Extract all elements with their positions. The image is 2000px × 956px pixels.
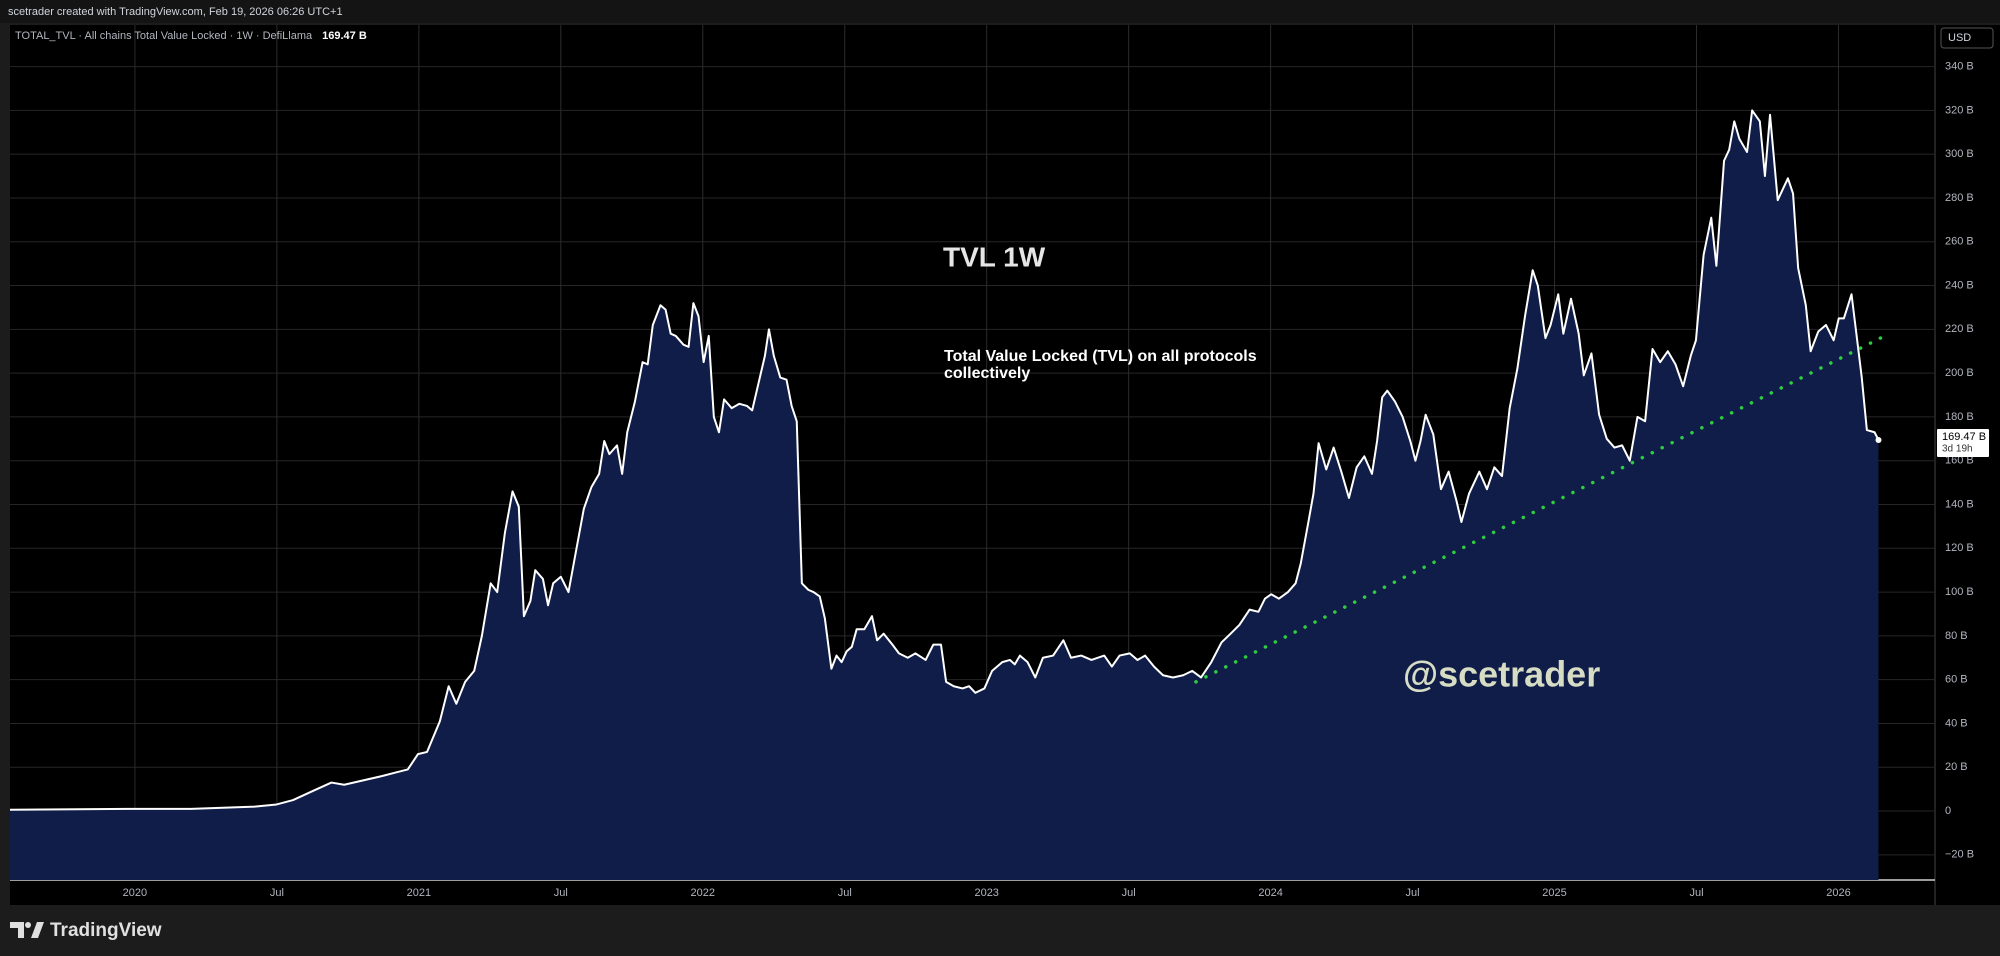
y-tick-label: 20 B	[1945, 761, 1968, 773]
brand-logo-dot[interactable]	[25, 922, 31, 928]
y-tick-label: 160 B	[1945, 455, 1974, 467]
last-value-badge	[1937, 428, 1989, 457]
y-tick-label: 40 B	[1945, 717, 1968, 729]
x-tick-label: Jul	[1689, 887, 1703, 899]
chart-subtitle: Total Value Locked (TVL) on all protocol…	[944, 348, 1257, 382]
x-tick-label: Jul	[554, 887, 568, 899]
currency[interactable]: USD	[1948, 32, 1971, 44]
y-tick-label: 340 B	[1945, 61, 1974, 73]
x-tick-label: 2023	[974, 887, 998, 899]
footer-bar	[0, 905, 2000, 956]
x-tick-label: 2021	[407, 887, 431, 899]
x-tick-label: 2026	[1826, 887, 1850, 899]
y-tick-label: 80 B	[1945, 630, 1968, 642]
trendline	[1194, 334, 1887, 684]
y-tick-label: 120 B	[1945, 542, 1974, 554]
x-tick-label: Jul	[838, 887, 852, 899]
last-point	[1875, 436, 1882, 443]
y-tick-label: 300 B	[1945, 148, 1974, 160]
x-tick-label: Jul	[270, 887, 284, 899]
x-tick-label: Jul	[1406, 887, 1420, 899]
x-tick-label: 2024	[1258, 887, 1282, 899]
x-tick-label: 2022	[691, 887, 715, 899]
y-tick-label: 140 B	[1945, 498, 1974, 510]
y-tick-label: 320 B	[1945, 104, 1974, 116]
label-layer: −20 B 0 20 B 40 B 60 B 80 B 100 B 120 B 140 B 160…	[123, 61, 1989, 899]
y-tick-label: 280 B	[1945, 192, 1974, 204]
subtitle-box: Total Value Locked (TVL) on all protocol…	[944, 348, 1257, 382]
header-bar	[0, 0, 2000, 23]
countdown: 3d 19h	[1942, 444, 1973, 455]
price-line	[10, 109, 1880, 811]
y-tick-label: 100 B	[1945, 586, 1974, 598]
chart-title: TVL 1W	[943, 241, 1046, 272]
header-credit: scetrader created with TradingView.com, …	[8, 6, 343, 18]
symbol-last-value: 169.47 B	[322, 30, 367, 42]
y-tick-label: −20 B	[1945, 849, 1974, 861]
watermark: @scetrader	[1403, 654, 1600, 695]
y-tick-label: 200 B	[1945, 367, 1974, 379]
area-fill	[10, 110, 1879, 880]
brand-logo-slash[interactable]	[31, 922, 44, 938]
y-tick-label: 260 B	[1945, 236, 1974, 248]
x-tick-label: 2025	[1542, 887, 1566, 899]
last-value-label: 169.47 B	[1942, 431, 1986, 443]
brand-logo-mark[interactable]	[10, 922, 24, 938]
brand-logo[interactable]	[10, 922, 44, 938]
symbol-info: TOTAL_TVL · All chains Total Value Locke…	[15, 30, 313, 42]
series-layer	[10, 109, 1887, 880]
currency-box[interactable]	[1940, 27, 1994, 49]
y-tick-label: 220 B	[1945, 323, 1974, 335]
brand[interactable]: TradingView	[50, 920, 162, 941]
x-tick-label: 2020	[123, 887, 147, 899]
y-tick-label: 240 B	[1945, 279, 1974, 291]
y-tick-label: 60 B	[1945, 674, 1968, 686]
price-axis	[1935, 25, 2000, 905]
time-axis	[10, 880, 1935, 905]
y-tick-label: 0	[1945, 805, 1951, 817]
y-tick-label: 180 B	[1945, 411, 1974, 423]
x-tick-label: Jul	[1122, 887, 1136, 899]
